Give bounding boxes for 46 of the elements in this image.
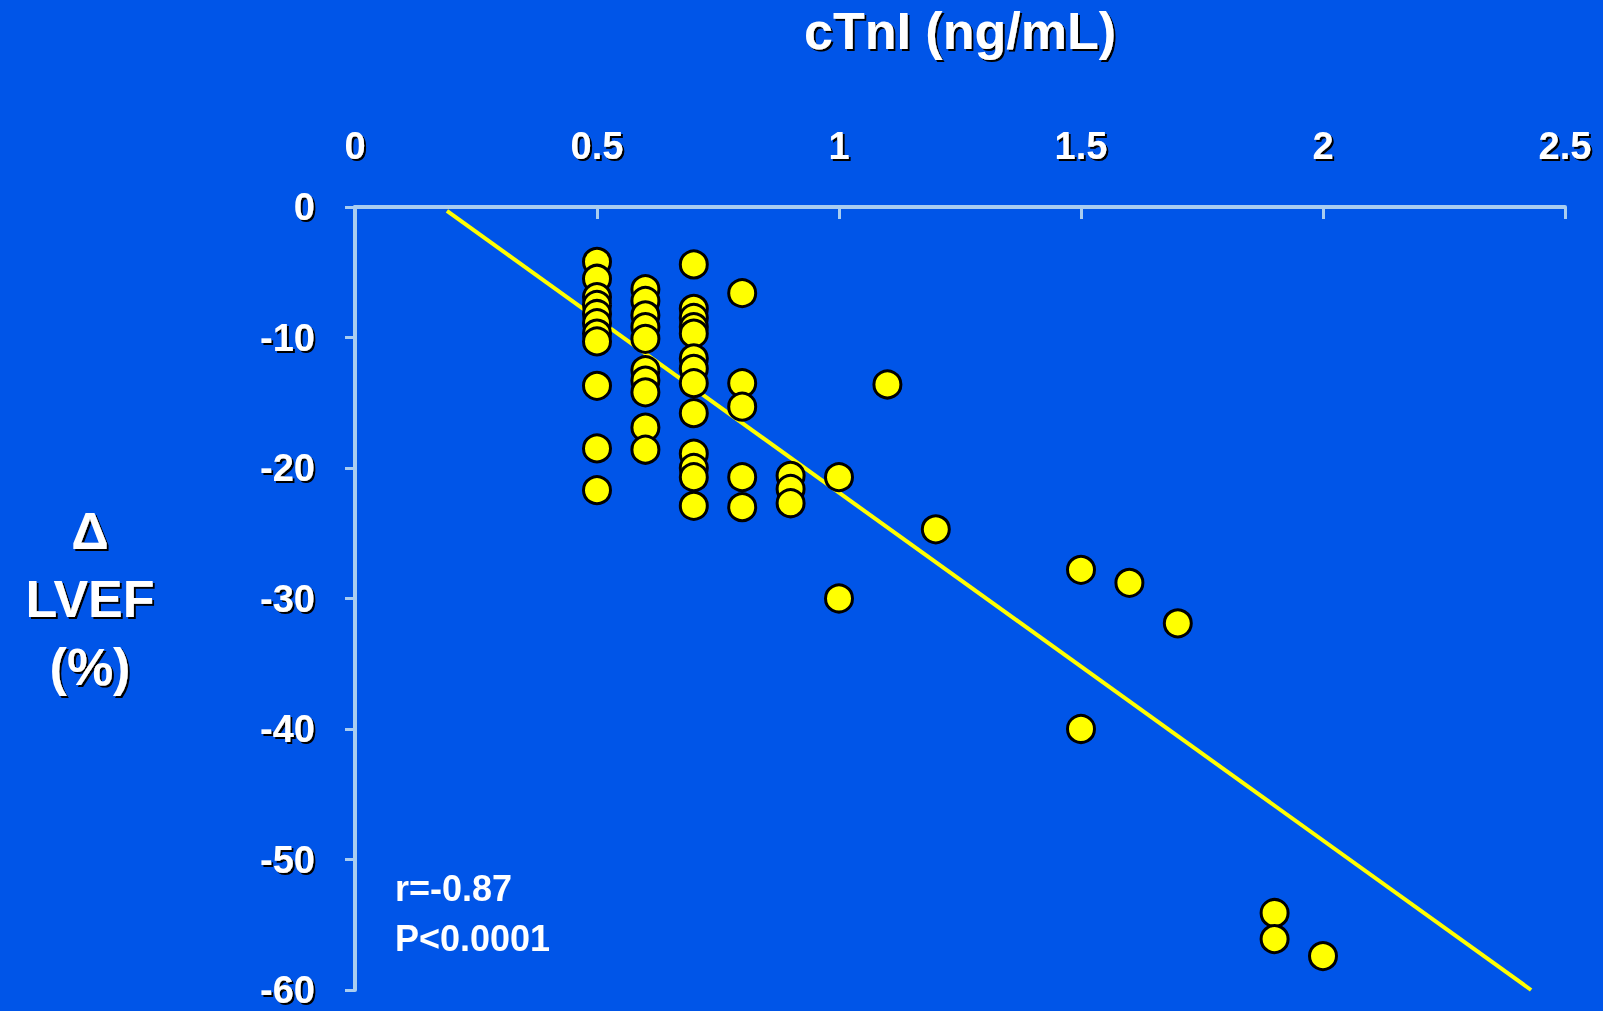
annotation: P<0.0001 (395, 917, 551, 959)
point (630, 323, 661, 354)
point (1066, 554, 1096, 585)
point (727, 278, 758, 309)
y-tick-label: -30 (260, 577, 315, 620)
x-tick-label: 2.5 (1538, 125, 1592, 167)
y-tick-label: -20 (260, 447, 315, 489)
x-axis-title: cTnI (ng/mL) (804, 2, 1116, 60)
point (678, 318, 709, 349)
point (582, 326, 612, 357)
point (824, 583, 854, 614)
point (727, 492, 758, 523)
x-tick-label: 2 (1312, 125, 1334, 167)
y-tick-label: -40 (260, 708, 315, 750)
point (678, 490, 709, 521)
point (630, 434, 661, 465)
point (1259, 924, 1290, 955)
point (1308, 941, 1338, 972)
point (1259, 898, 1290, 928)
y-tick-label: -50 (260, 838, 315, 881)
x-tick-label: 1.5 (1054, 125, 1108, 167)
point (1162, 608, 1193, 639)
point (678, 398, 709, 429)
point (727, 391, 758, 422)
point (582, 475, 612, 506)
x-tick-label: 0 (344, 125, 366, 167)
point (582, 370, 612, 401)
point (678, 462, 709, 493)
y-tick-label: -60 (260, 969, 315, 1011)
point (824, 462, 854, 493)
point (1114, 567, 1145, 598)
y-tick-label: 0 (293, 186, 315, 228)
point (872, 369, 903, 400)
point (727, 462, 758, 493)
point (775, 488, 806, 519)
point (678, 249, 709, 280)
point (582, 433, 612, 464)
y-axis-title: Δ LVEF (%) (25, 501, 155, 696)
point (678, 368, 709, 399)
point (1066, 714, 1096, 744)
x-tick-label: 0.5 (570, 125, 624, 167)
y-tick-label: -10 (260, 316, 315, 359)
annotation: r=-0.87 (395, 867, 513, 909)
x-tick-label: 1 (828, 125, 850, 167)
point (630, 377, 661, 408)
point (920, 514, 951, 545)
